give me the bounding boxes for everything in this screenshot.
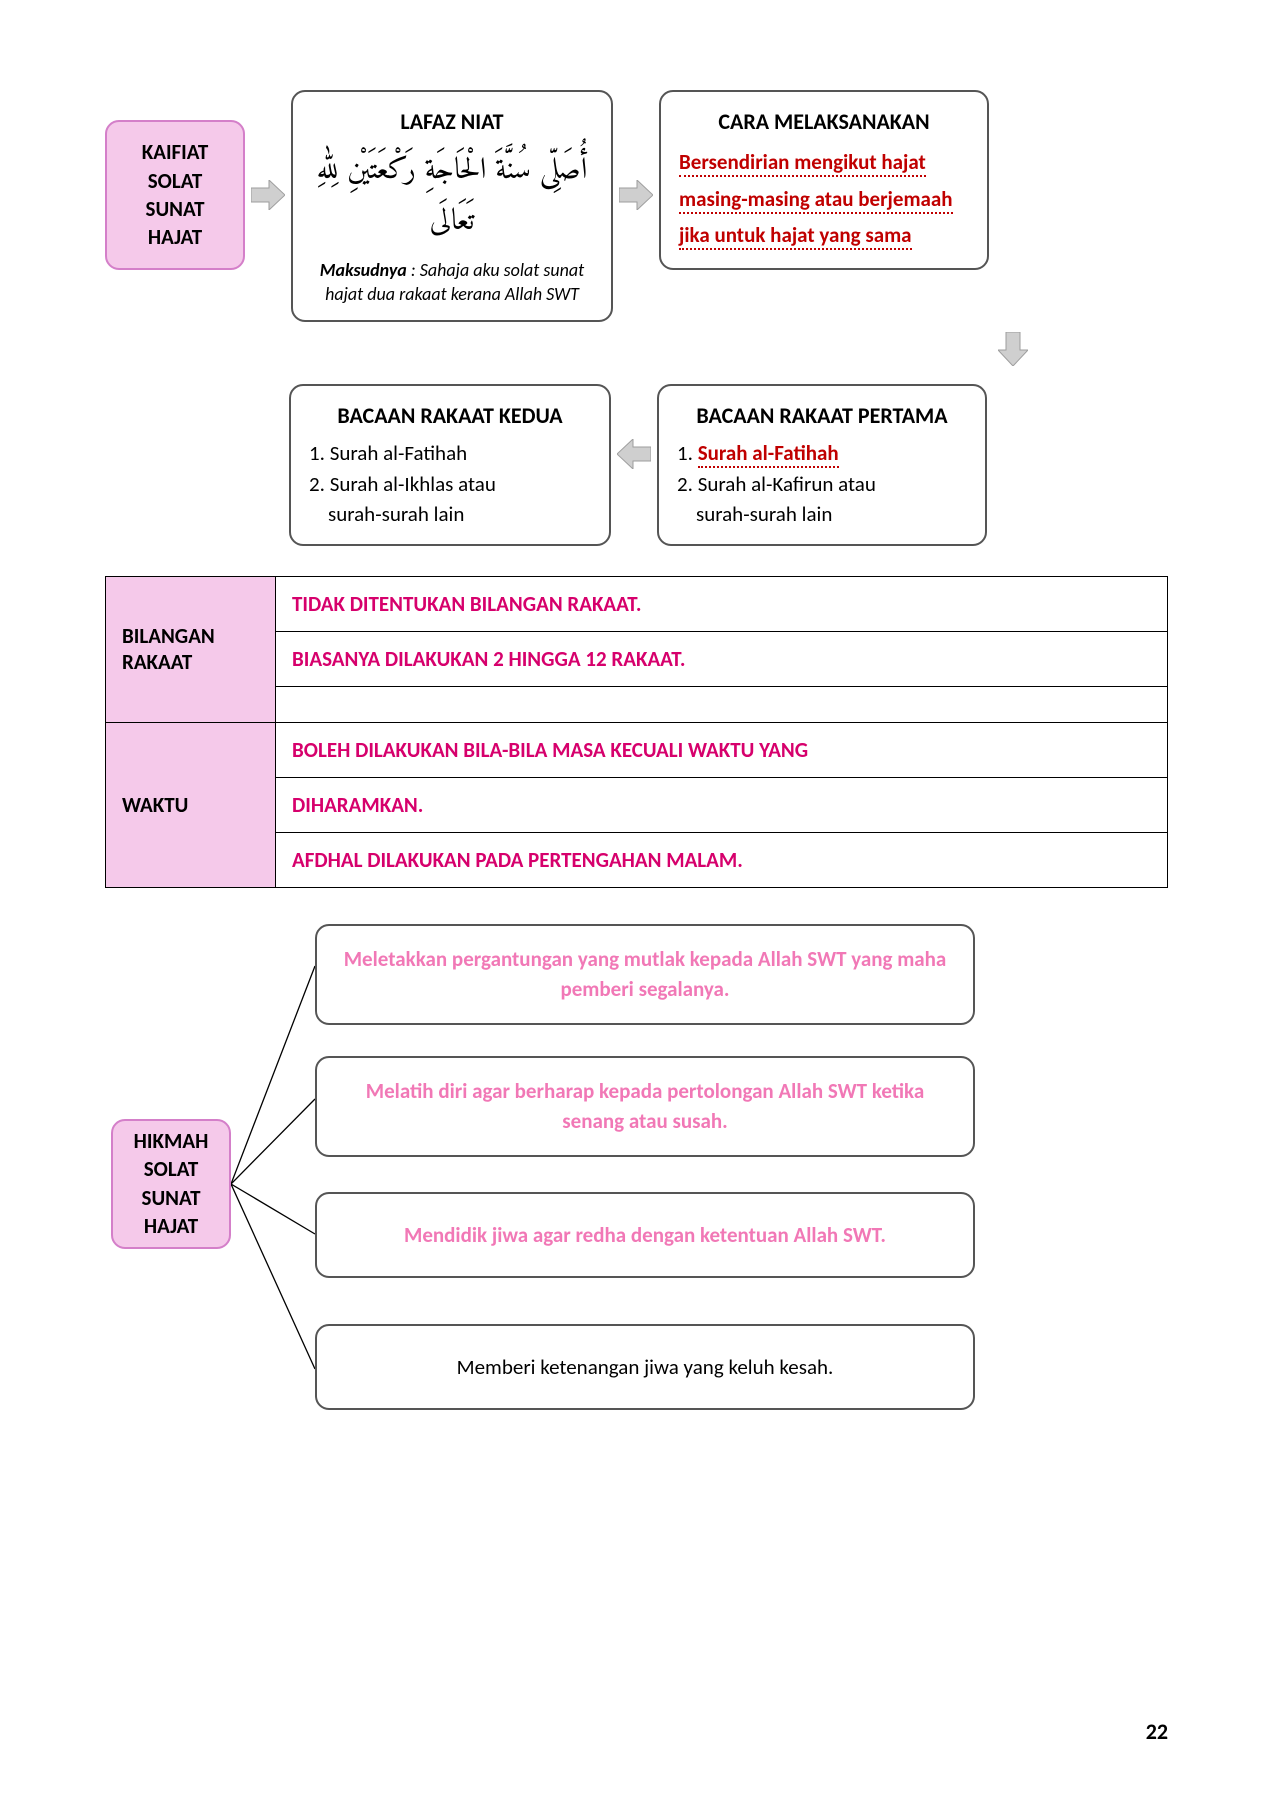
hikmah-text-4: Memberi ketenangan jiwa yang keluh kesah… bbox=[457, 1354, 834, 1380]
bilangan-label: BILANGAN RAKAAT bbox=[106, 576, 276, 722]
connector-lines bbox=[231, 924, 321, 1464]
hikmah-box-1: Meletakkan pergantungan yang mutlak kepa… bbox=[315, 924, 975, 1025]
arrow-right-2 bbox=[613, 180, 659, 210]
maksud-label: Maksudnya bbox=[320, 259, 407, 281]
rakaat-pertama-item1: 1. Surah al-Fatihah bbox=[677, 438, 967, 468]
waktu-label: WAKTU bbox=[106, 722, 276, 887]
hikmah-box-2: Melatih diri agar berharap kepada pertol… bbox=[315, 1056, 975, 1157]
rakaat-pertama-box: BACAAN RAKAAT PERTAMA 1. Surah al-Fatiha… bbox=[657, 384, 987, 545]
lafaz-arabic: أُصَلِّى سُنَّةَ الْحَاجَةِ رَكْعَتَيْنِ… bbox=[311, 146, 593, 248]
kaifiat-label: KAIFIAT SOLAT SUNAT HAJAT bbox=[142, 138, 209, 251]
arrow-down-wrap bbox=[105, 332, 1168, 366]
rakaat-kedua-item1: 1. Surah al-Fatihah bbox=[309, 438, 591, 468]
hikmah-text-1: Meletakkan pergantungan yang mutlak kepa… bbox=[344, 946, 947, 1002]
rp-item1-link: Surah al-Fatihah bbox=[698, 440, 839, 468]
table-row: BILANGAN RAKAAT TIDAK DITENTUKAN BILANGA… bbox=[106, 576, 1168, 631]
hikmah-label-box: HIKMAH SOLAT SUNAT HAJAT bbox=[111, 1119, 231, 1249]
rakaat-kedua-item2: 2. Surah al-Ikhlas atau surah-surah lain bbox=[309, 469, 591, 530]
bilangan-r2: BIASANYA DILAKUKAN 2 HINGGA 12 RAKAAT. bbox=[276, 631, 1168, 686]
cara-text-wrap: Bersendirian mengikut hajat masing-masin… bbox=[679, 144, 969, 254]
lafaz-title: LAFAZ NIAT bbox=[311, 106, 593, 138]
flow-row-1: KAIFIAT SOLAT SUNAT HAJAT LAFAZ NIAT أُص… bbox=[105, 90, 1168, 322]
rp-item1-prefix: 1. bbox=[677, 440, 698, 466]
lafaz-meaning: Maksudnya : Sahaja aku solat sunat hajat… bbox=[311, 258, 593, 307]
info-table: BILANGAN RAKAAT TIDAK DITENTUKAN BILANGA… bbox=[105, 576, 1168, 888]
hikmah-label-text: HIKMAH SOLAT SUNAT HAJAT bbox=[134, 1127, 209, 1240]
flow-row-2: BACAAN RAKAAT KEDUA 1. Surah al-Fatihah … bbox=[105, 384, 1168, 545]
bilangan-r1: TIDAK DITENTUKAN BILANGAN RAKAAT. bbox=[276, 576, 1168, 631]
cara-text: Bersendirian mengikut hajat masing-masin… bbox=[679, 149, 953, 251]
cara-box: CARA MELAKSANAKAN Bersendirian mengikut … bbox=[659, 90, 989, 270]
hikmah-box-4: Memberi ketenangan jiwa yang keluh kesah… bbox=[315, 1324, 975, 1410]
waktu-r1: BOLEH DILAKUKAN BILA-BILA MASA KECUALI W… bbox=[276, 722, 1168, 777]
rakaat-pertama-title: BACAAN RAKAAT PERTAMA bbox=[677, 400, 967, 432]
page-number: 22 bbox=[1146, 1718, 1168, 1745]
lafaz-niat-box: LAFAZ NIAT أُصَلِّى سُنَّةَ الْحَاجَةِ ر… bbox=[291, 90, 613, 322]
arrow-left-1 bbox=[611, 439, 657, 469]
arrow-right-1 bbox=[245, 180, 291, 210]
bilangan-r3 bbox=[276, 686, 1168, 722]
waktu-r3: AFDHAL DILAKUKAN PADA PERTENGAHAN MALAM. bbox=[276, 832, 1168, 887]
waktu-r2: DIHARAMKAN. bbox=[276, 777, 1168, 832]
rakaat-kedua-title: BACAAN RAKAAT KEDUA bbox=[309, 400, 591, 432]
hikmah-text-3: Mendidik jiwa agar redha dengan ketentua… bbox=[404, 1222, 886, 1248]
hikmah-section: HIKMAH SOLAT SUNAT HAJAT Meletakkan perg… bbox=[105, 924, 1168, 1484]
kaifiat-box: KAIFIAT SOLAT SUNAT HAJAT bbox=[105, 120, 245, 270]
hikmah-box-3: Mendidik jiwa agar redha dengan ketentua… bbox=[315, 1192, 975, 1278]
cara-title: CARA MELAKSANAKAN bbox=[679, 106, 969, 138]
table-row: WAKTU BOLEH DILAKUKAN BILA-BILA MASA KEC… bbox=[106, 722, 1168, 777]
hikmah-text-2: Melatih diri agar berharap kepada pertol… bbox=[366, 1078, 925, 1134]
rakaat-kedua-box: BACAAN RAKAAT KEDUA 1. Surah al-Fatihah … bbox=[289, 384, 611, 545]
arrow-down-icon bbox=[998, 332, 1028, 366]
rakaat-pertama-item2: 2. Surah al-Kafirun atau surah-surah lai… bbox=[677, 469, 967, 530]
